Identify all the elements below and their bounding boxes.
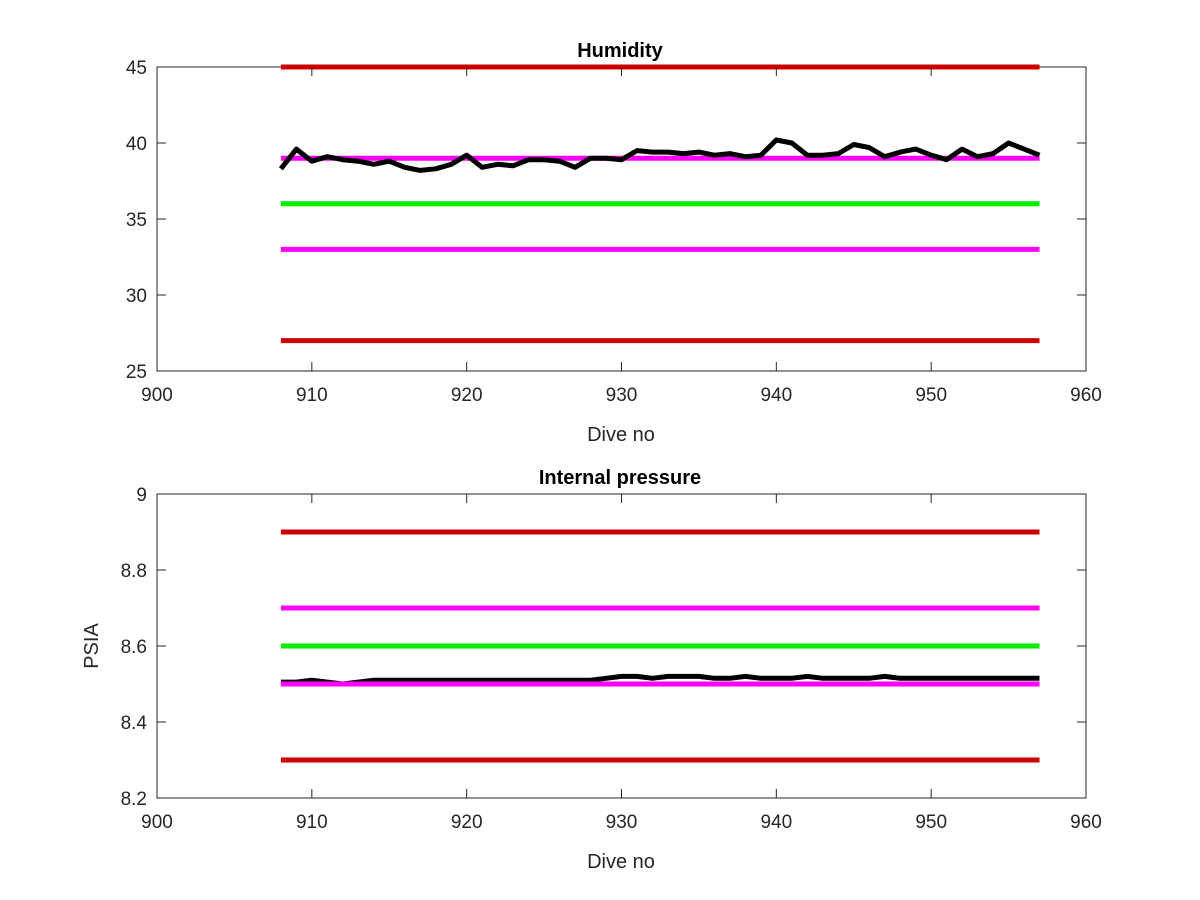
humidity-axes-box bbox=[156, 66, 1087, 372]
internal-pressure-x-tick-label: 960 bbox=[1070, 812, 1102, 833]
internal-pressure-y-ticks: 8.2 8.4 8.6 8.8 9 bbox=[121, 485, 1086, 810]
humidity-y-tick-label: 35 bbox=[126, 210, 147, 231]
internal-pressure-subplot: Internal pressure 900 910 920 930 940 950 960 … bbox=[81, 467, 1102, 873]
internal-pressure-y-tick-label: 8.4 bbox=[121, 713, 148, 734]
humidity-x-tick-label: 920 bbox=[451, 385, 483, 406]
internal-pressure-x-tick-label: 940 bbox=[760, 812, 792, 833]
humidity-y-tick-label: 30 bbox=[126, 286, 147, 307]
internal-pressure-y-tick-label: 8.6 bbox=[121, 637, 147, 658]
internal-pressure-x-tick-label: 910 bbox=[296, 812, 328, 833]
humidity-y-ticks: 25 30 35 40 45 bbox=[126, 58, 1086, 383]
humidity-y-tick-label: 45 bbox=[126, 58, 147, 79]
humidity-x-tick-label: 960 bbox=[1070, 385, 1102, 406]
humidity-y-tick-label: 40 bbox=[126, 134, 147, 155]
internal-pressure-x-ticks: 900 910 920 930 940 950 960 bbox=[141, 494, 1102, 833]
internal-pressure-y-axis-label: PSIA bbox=[81, 623, 103, 669]
internal-pressure-y-tick-label: 8.8 bbox=[121, 561, 147, 582]
humidity-x-ticks: 900 910 920 930 940 950 960 bbox=[141, 67, 1102, 406]
humidity-x-tick-label: 950 bbox=[915, 385, 947, 406]
humidity-series bbox=[278, 64, 1041, 344]
humidity-x-tick-label: 910 bbox=[296, 385, 328, 406]
internal-pressure-y-tick-label: 9 bbox=[136, 485, 147, 506]
humidity-x-tick-label: 940 bbox=[760, 385, 792, 406]
internal-pressure-x-tick-label: 930 bbox=[606, 812, 638, 833]
internal-pressure-x-tick-label: 900 bbox=[141, 812, 173, 833]
internal-pressure-series-line-4 bbox=[280, 673, 1040, 687]
internal-pressure-series bbox=[280, 529, 1040, 763]
humidity-title: Humidity bbox=[577, 40, 663, 62]
internal-pressure-x-axis-label: Dive no bbox=[587, 851, 655, 873]
humidity-x-tick-label: 900 bbox=[141, 385, 173, 406]
humidity-x-axis-label: Dive no bbox=[587, 424, 655, 446]
internal-pressure-title: Internal pressure bbox=[539, 467, 701, 489]
internal-pressure-x-tick-label: 950 bbox=[915, 812, 947, 833]
humidity-subplot: Humidity 900 910 920 930 940 950 960 25 30 35 40 4… bbox=[126, 40, 1102, 446]
internal-pressure-x-tick-label: 920 bbox=[451, 812, 483, 833]
internal-pressure-y-tick-label: 8.2 bbox=[121, 789, 147, 810]
humidity-x-tick-label: 930 bbox=[606, 385, 638, 406]
humidity-series-line-5 bbox=[278, 137, 1041, 173]
humidity-y-tick-label: 25 bbox=[126, 362, 147, 383]
